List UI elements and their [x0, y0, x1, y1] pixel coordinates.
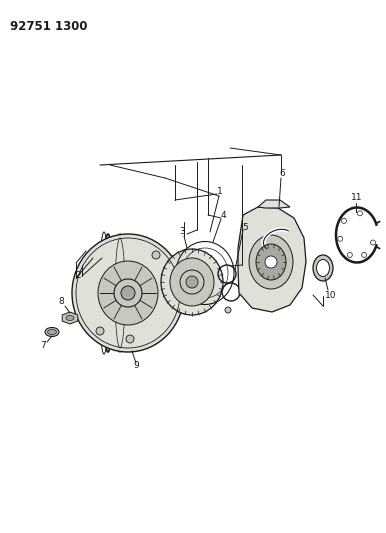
- Ellipse shape: [313, 255, 333, 281]
- Polygon shape: [238, 207, 306, 312]
- Ellipse shape: [256, 244, 286, 280]
- Ellipse shape: [161, 249, 223, 315]
- Text: 8: 8: [58, 297, 64, 306]
- Text: 1: 1: [217, 188, 223, 197]
- Circle shape: [186, 276, 198, 288]
- Circle shape: [180, 270, 204, 294]
- Circle shape: [225, 307, 231, 313]
- Circle shape: [342, 219, 347, 223]
- Circle shape: [347, 253, 352, 257]
- Circle shape: [152, 251, 160, 259]
- Circle shape: [121, 286, 135, 300]
- Ellipse shape: [317, 260, 330, 277]
- Circle shape: [265, 256, 277, 268]
- Circle shape: [96, 327, 104, 335]
- Text: 3: 3: [179, 228, 185, 237]
- Polygon shape: [62, 312, 78, 324]
- Text: 5: 5: [242, 222, 248, 231]
- Text: 92751 1300: 92751 1300: [10, 20, 88, 33]
- Circle shape: [114, 279, 142, 307]
- Circle shape: [126, 335, 134, 343]
- Text: 11: 11: [351, 193, 363, 203]
- Ellipse shape: [98, 261, 158, 325]
- Circle shape: [338, 236, 343, 241]
- Text: 10: 10: [325, 292, 337, 301]
- Ellipse shape: [47, 329, 56, 335]
- Polygon shape: [258, 200, 290, 208]
- Ellipse shape: [249, 235, 293, 289]
- Circle shape: [357, 211, 362, 216]
- Text: 2: 2: [75, 271, 81, 279]
- Text: 6: 6: [279, 169, 285, 179]
- Text: 4: 4: [220, 211, 226, 220]
- Ellipse shape: [45, 327, 59, 336]
- Circle shape: [371, 240, 376, 245]
- Text: 9: 9: [133, 361, 139, 370]
- Ellipse shape: [170, 258, 214, 306]
- Ellipse shape: [112, 234, 128, 352]
- Ellipse shape: [72, 234, 184, 352]
- Ellipse shape: [66, 316, 74, 320]
- Text: 7: 7: [40, 342, 46, 351]
- Circle shape: [362, 253, 367, 257]
